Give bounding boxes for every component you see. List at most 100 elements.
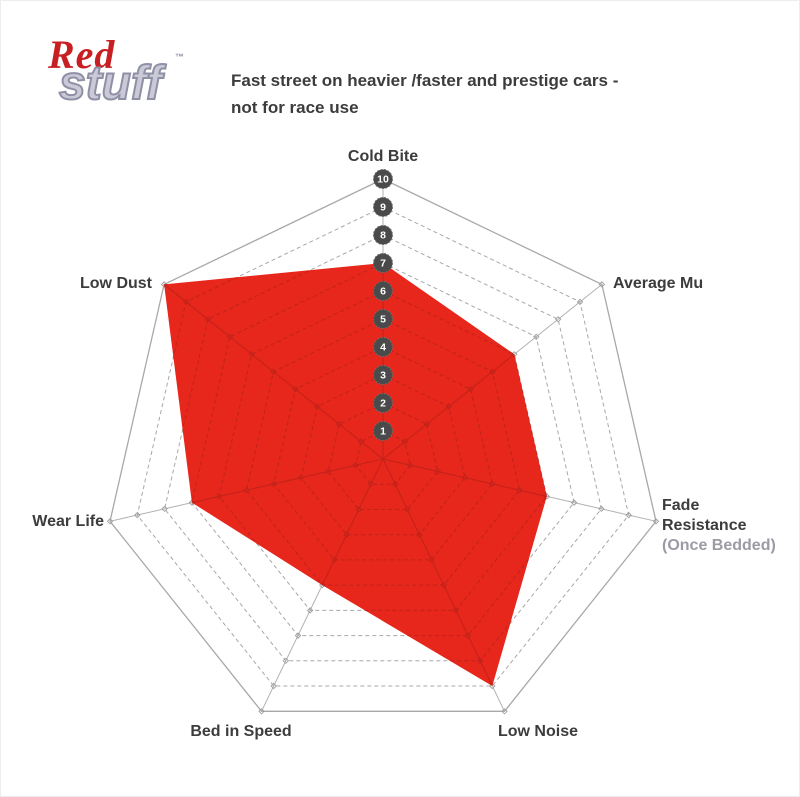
series-polygon-redstuff xyxy=(164,263,547,686)
axis-label-average-mu: Average Mu xyxy=(613,275,704,292)
gray-grid-marker xyxy=(294,632,302,639)
red-grid-marker xyxy=(464,632,472,639)
axis-label-wear-life: Wear Life xyxy=(32,513,104,530)
gray-grid-marker xyxy=(258,708,265,715)
red-grid-marker xyxy=(270,480,278,488)
logo-red-text: Red xyxy=(48,32,116,77)
red-grid-marker xyxy=(357,438,365,445)
red-grid-marker xyxy=(452,607,460,614)
red-grid-marker xyxy=(440,581,447,589)
red-grid-marker xyxy=(391,480,399,488)
red-grid-marker xyxy=(488,480,496,488)
gray-grid-marker xyxy=(652,518,660,525)
scale-tick-badge xyxy=(373,337,393,357)
scale-tick-label: 6 xyxy=(380,286,386,298)
gray-grid-marker xyxy=(532,333,540,341)
gray-grid-marker xyxy=(554,316,562,323)
scale-tick-label: 10 xyxy=(377,174,389,186)
scale-tick-label: 4 xyxy=(380,342,386,354)
red-grid-ring xyxy=(355,430,411,485)
red-axis-spoke xyxy=(164,458,384,522)
red-grid-marker xyxy=(335,420,343,428)
scale-tick-label: 1 xyxy=(380,426,386,438)
red-grid-ring xyxy=(273,346,493,561)
logo-stuff-text: stuff xyxy=(58,57,163,110)
scale-tick-badge xyxy=(373,393,393,413)
scale-tick-badge xyxy=(373,281,393,301)
red-grid-marker xyxy=(314,403,321,410)
gray-grid-marker xyxy=(598,281,606,288)
scale-tick-badge xyxy=(373,169,393,189)
chart-description-line2: not for race use xyxy=(231,98,359,117)
red-grid-marker xyxy=(182,298,190,306)
red-grid-marker xyxy=(248,351,255,358)
chart-description-line1: Fast street on heavier /faster and prest… xyxy=(231,71,619,90)
red-grid-marker xyxy=(331,556,338,564)
red-axis-spoke xyxy=(382,458,547,522)
axis-label-cold-bite: Cold Bite xyxy=(347,148,419,165)
red-grid-ring xyxy=(164,263,547,686)
red-grid-marker xyxy=(401,438,409,445)
scale-tick-badge xyxy=(373,197,393,217)
red-grid-marker xyxy=(343,531,350,538)
scale-tick-label: 5 xyxy=(380,314,386,326)
gray-grid-marker xyxy=(161,505,168,513)
red-grid-marker xyxy=(325,468,332,475)
gray-grid-marker xyxy=(598,505,605,513)
red-grid-marker xyxy=(355,506,362,513)
gray-grid-marker xyxy=(501,708,508,715)
red-axis-spoke xyxy=(164,284,384,460)
red-grid-ring xyxy=(245,318,521,586)
gray-grid-marker xyxy=(282,657,290,665)
scale-tick-label: 8 xyxy=(380,230,386,242)
red-grid-marker xyxy=(270,368,277,375)
scale-tick-badge xyxy=(373,309,393,329)
red-axis-spoke xyxy=(382,284,547,460)
red-grid-marker xyxy=(467,385,474,393)
red-grid-marker xyxy=(489,682,496,686)
gray-grid-marker xyxy=(570,499,578,506)
scale-tick-badge xyxy=(373,225,393,245)
red-grid-marker xyxy=(352,461,359,469)
gray-grid-ring xyxy=(109,178,657,712)
axis-label-low-dust: Low Dust xyxy=(80,275,152,292)
gray-grid-marker xyxy=(306,607,314,614)
scale-tick-badge xyxy=(373,253,393,273)
red-grid-ring xyxy=(327,402,439,510)
gray-grid-marker xyxy=(576,298,584,306)
gray-grid-marker xyxy=(106,518,114,525)
red-grid-marker xyxy=(434,468,441,475)
red-grid-marker xyxy=(243,486,250,494)
red-grid-marker xyxy=(489,368,496,375)
red-grid-marker xyxy=(404,506,411,513)
scale-tick-label: 3 xyxy=(380,370,386,382)
red-grid-marker xyxy=(204,316,212,323)
red-grid-marker xyxy=(215,493,223,500)
scale-tick-label: 7 xyxy=(380,258,386,270)
axis-label-fade-resistance: Fade Resistance (Once Bedded) xyxy=(662,497,776,554)
scale-tick-badge xyxy=(373,421,393,441)
red-grid-marker xyxy=(516,486,523,494)
red-grid-marker xyxy=(476,657,484,665)
red-grid-marker xyxy=(407,461,414,469)
red-grid-marker xyxy=(428,556,435,564)
red-grid-marker xyxy=(445,403,452,410)
scale-tick-badge xyxy=(373,365,393,385)
chart-description: Fast street on heavier /faster and prest… xyxy=(231,67,618,121)
gray-grid-ring xyxy=(164,234,602,662)
red-axis-spoke xyxy=(382,458,505,686)
gray-grid-marker xyxy=(134,511,141,519)
gray-grid-marker xyxy=(625,511,632,519)
redstuff-logo: Red ™ stuff xyxy=(46,35,206,130)
logo-trademark-symbol: ™ xyxy=(175,52,184,62)
axis-label-bed-in-speed: Bed in Speed xyxy=(190,723,292,740)
axis-label-low-noise: Low Noise xyxy=(497,723,579,740)
scale-tick-label: 2 xyxy=(380,398,386,410)
red-grid-marker xyxy=(461,474,469,481)
red-grid-marker xyxy=(297,474,305,481)
red-grid-marker xyxy=(543,493,547,500)
red-grid-marker xyxy=(416,531,423,538)
red-grid-ring xyxy=(300,374,466,536)
gray-grid-marker xyxy=(270,682,277,690)
scale-tick-label: 9 xyxy=(380,202,386,214)
